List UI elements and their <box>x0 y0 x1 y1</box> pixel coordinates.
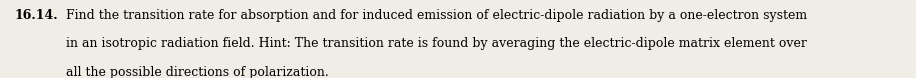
Text: 16.14.: 16.14. <box>15 9 59 22</box>
Text: Find the transition rate for absorption and for induced emission of electric-dip: Find the transition rate for absorption … <box>66 9 807 22</box>
Text: all the possible directions of polarization.: all the possible directions of polarizat… <box>66 66 329 78</box>
Text: in an isotropic radiation field. Hint: The transition rate is found by averaging: in an isotropic radiation field. Hint: T… <box>66 37 807 50</box>
